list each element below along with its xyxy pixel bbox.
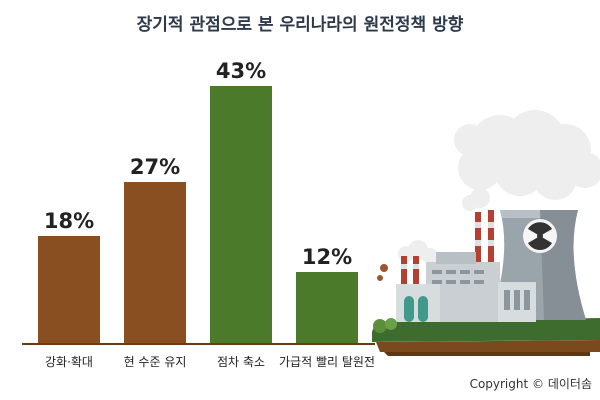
category-label-4: 가급적 빨리 탈원전 — [279, 355, 375, 369]
category-label-2: 현 수준 유지 — [124, 355, 187, 369]
bar-2 — [124, 182, 186, 344]
category-label-3: 점차 축소 — [217, 355, 265, 369]
bar-3 — [210, 86, 272, 344]
bar-value-label-2: 27% — [130, 155, 180, 179]
radiation-icon — [523, 219, 557, 253]
category-label-1: 강화·확대 — [45, 355, 93, 369]
bar-1 — [38, 236, 100, 344]
copyright-label: Copyright © 데이터솜 — [469, 377, 592, 391]
nuclear-power-plant-icon — [372, 110, 600, 356]
bar-value-label-3: 43% — [216, 59, 266, 83]
bar-value-label-1: 18% — [44, 209, 94, 233]
bar-value-label-4: 12% — [302, 245, 352, 269]
chart-title: 장기적 관점으로 본 우리나라의 원전정책 방향 — [136, 15, 464, 35]
bar-4 — [296, 272, 358, 344]
